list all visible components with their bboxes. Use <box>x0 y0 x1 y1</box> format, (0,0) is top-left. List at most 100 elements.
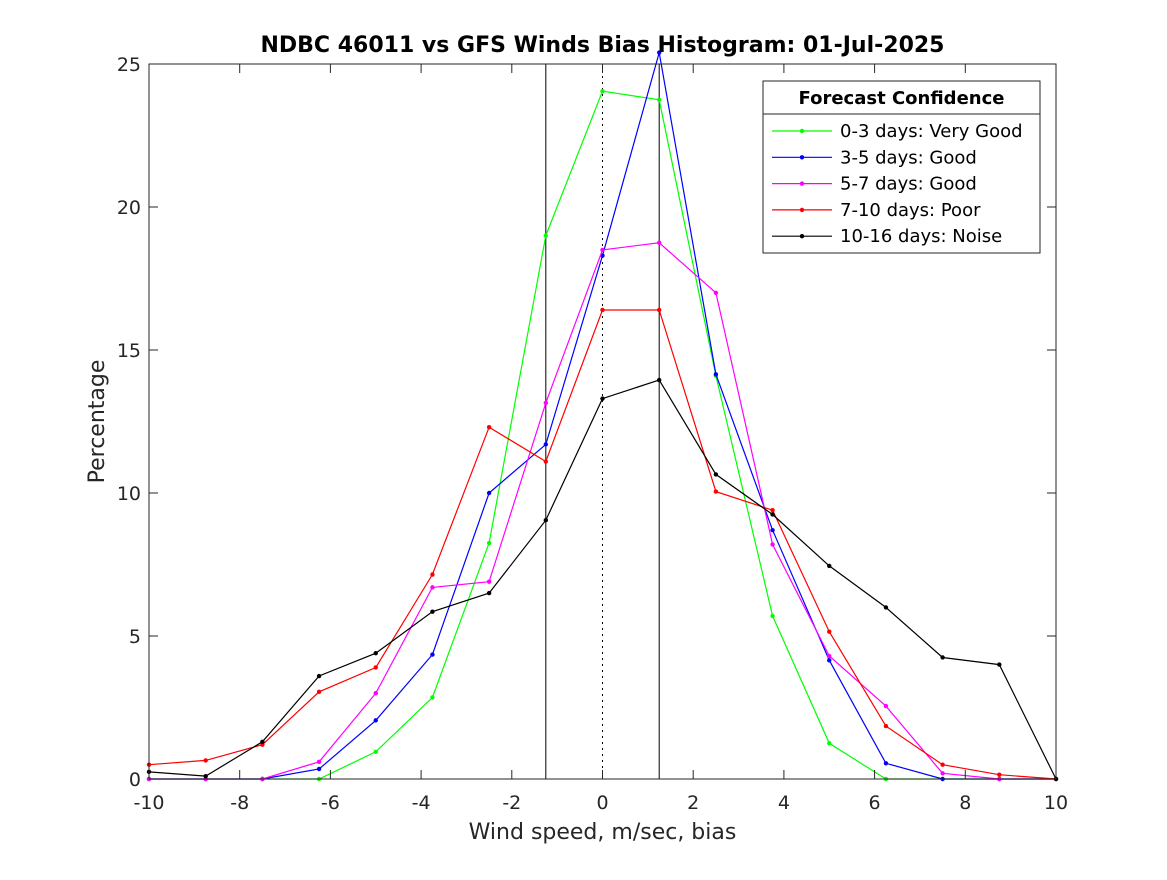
data-point <box>486 579 492 584</box>
legend-label: 10-16 days: Noise <box>840 226 1002 247</box>
legend-swatch-marker <box>799 128 805 134</box>
legend-swatch-marker <box>799 234 805 239</box>
y-tick-label: 25 <box>117 54 141 76</box>
data-point <box>713 472 719 477</box>
y-tick-label: 5 <box>129 626 141 648</box>
y-axis-label: Percentage <box>85 360 110 484</box>
data-point <box>430 652 435 657</box>
legend-entry: 0-3 days: Very Good <box>772 121 1023 142</box>
y-tick-label: 0 <box>129 769 141 791</box>
data-point <box>316 673 322 679</box>
data-point <box>827 653 832 659</box>
data-point <box>203 773 208 779</box>
legend-entry: 7-10 days: Poor <box>772 200 981 221</box>
x-tick-label: -2 <box>502 792 521 814</box>
data-point <box>883 703 889 709</box>
data-point <box>430 585 435 590</box>
data-point <box>600 88 605 94</box>
data-point <box>543 442 549 447</box>
data-point <box>883 605 889 610</box>
tick-labels: -10 -8 -6 -4 -2 0 2 4 6 8 10 0 5 10 15 20 25 <box>117 54 1068 814</box>
data-point <box>656 240 662 245</box>
data-point <box>600 307 605 313</box>
x-tick-label: 6 <box>869 792 881 814</box>
legend-entry: 10-16 days: Noise <box>772 226 1002 247</box>
y-tick-label: 15 <box>117 340 141 362</box>
data-point <box>827 629 832 634</box>
reference-lines <box>545 64 660 779</box>
x-axis-label: Wind speed, m/sec, bias <box>469 820 737 845</box>
data-point <box>827 658 832 663</box>
data-point <box>997 662 1002 667</box>
x-tick-label: -10 <box>133 792 164 814</box>
x-tick-label: 0 <box>596 792 608 814</box>
data-point <box>486 540 492 546</box>
data-point <box>316 689 322 694</box>
legend-entries: 0-3 days: Very Good 3-5 days: Good 5-7 day… <box>772 121 1023 247</box>
legend-label: 0-3 days: Very Good <box>840 121 1023 142</box>
x-tick-label: 8 <box>959 792 971 814</box>
x-tick-label: -4 <box>412 792 431 814</box>
legend-label: 7-10 days: Poor <box>840 200 981 221</box>
data-point <box>883 723 889 729</box>
data-point <box>316 759 322 765</box>
data-point <box>600 247 605 253</box>
legend-swatch-marker <box>799 181 805 186</box>
data-point <box>940 762 945 767</box>
data-point <box>373 691 378 696</box>
data-point <box>940 655 945 660</box>
data-point <box>543 459 549 464</box>
x-tick-label: -8 <box>230 792 249 814</box>
data-point <box>373 718 378 723</box>
chart-title: NDBC 46011 vs GFS Winds Bias Histogram: … <box>260 33 944 58</box>
legend-swatch-marker <box>799 155 805 160</box>
data-point <box>770 542 775 547</box>
data-point <box>656 307 662 313</box>
legend: Forecast Confidence 0-3 days: Very Good 3… <box>762 80 1041 254</box>
data-point <box>827 741 832 746</box>
x-tick-label: 10 <box>1044 792 1068 814</box>
data-point <box>486 425 492 430</box>
data-point <box>543 233 549 238</box>
x-tick-label: 4 <box>778 792 790 814</box>
data-point <box>600 396 605 401</box>
data-point <box>260 739 265 745</box>
y-tick-label: 10 <box>117 483 141 505</box>
data-point <box>997 772 1002 777</box>
legend-entry: 3-5 days: Good <box>772 147 977 168</box>
series-2 <box>146 240 1059 782</box>
data-point <box>656 50 662 55</box>
legend-swatch-marker <box>799 207 805 213</box>
data-point <box>486 490 492 496</box>
data-point <box>430 695 435 700</box>
data-point <box>430 609 435 614</box>
data-point <box>713 489 719 494</box>
data-point <box>940 771 945 776</box>
x-tick-label: -6 <box>321 792 340 814</box>
legend-entry: 5-7 days: Good <box>772 174 977 195</box>
data-point <box>770 507 775 513</box>
data-point <box>430 572 435 577</box>
data-point <box>543 517 549 523</box>
data-point <box>543 400 549 406</box>
data-point <box>656 377 662 383</box>
data-point <box>770 527 775 533</box>
data-point <box>203 758 208 763</box>
data-point <box>770 512 775 517</box>
data-point <box>373 749 378 755</box>
tick-marks <box>148 63 1057 780</box>
legend-label: 3-5 days: Good <box>840 147 977 168</box>
data-point <box>883 761 889 766</box>
legend-label: 5-7 days: Good <box>840 174 977 195</box>
data-point <box>713 290 719 295</box>
x-tick-label: 2 <box>687 792 699 814</box>
data-point <box>373 650 378 656</box>
legend-title: Forecast Confidence <box>799 88 1005 109</box>
data-point <box>713 372 719 377</box>
legend-box <box>762 80 1041 254</box>
data-point <box>770 613 775 619</box>
data-point <box>656 97 662 102</box>
y-tick-label: 20 <box>117 197 141 219</box>
